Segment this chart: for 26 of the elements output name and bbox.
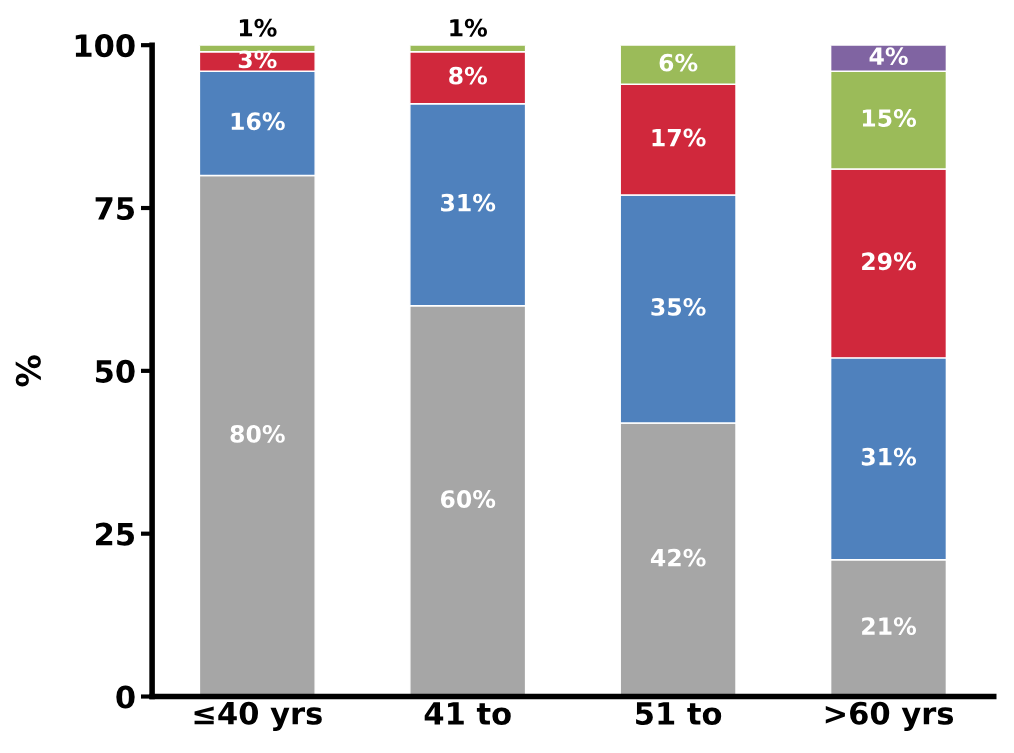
data-label: 4% bbox=[869, 47, 908, 66]
data-label: 31% bbox=[441, 193, 496, 212]
data-label: 15% bbox=[862, 109, 917, 127]
data-label: 21% bbox=[862, 617, 917, 635]
y-tick-label: 100 bbox=[75, 34, 135, 58]
data-label: 1% bbox=[450, 18, 487, 37]
data-label: 60% bbox=[440, 490, 496, 508]
y-axis-title: % bbox=[15, 355, 41, 387]
data-label: 17% bbox=[652, 128, 706, 147]
y-tick-label: 50 bbox=[95, 359, 135, 383]
x-tick-label: ≤40 yrs bbox=[194, 701, 322, 731]
data-label: 29% bbox=[862, 252, 917, 271]
data-label: 31% bbox=[861, 447, 917, 466]
x-tick-label: 51 to bbox=[636, 702, 722, 726]
x-tick-label: >60 yrs bbox=[825, 701, 954, 731]
y-tick-label: 0 bbox=[116, 685, 135, 709]
x-tick-label: 41 to bbox=[424, 702, 511, 726]
y-tick-label: 75 bbox=[95, 197, 134, 221]
y-tick-label: 25 bbox=[96, 522, 134, 546]
data-label: 1% bbox=[239, 18, 277, 37]
data-label: 42% bbox=[650, 548, 706, 567]
data-label: 16% bbox=[231, 112, 285, 131]
data-label: 35% bbox=[651, 297, 706, 316]
data-label: 8% bbox=[449, 66, 487, 85]
data-label: 6% bbox=[659, 53, 698, 72]
data-label: 80% bbox=[230, 424, 285, 443]
